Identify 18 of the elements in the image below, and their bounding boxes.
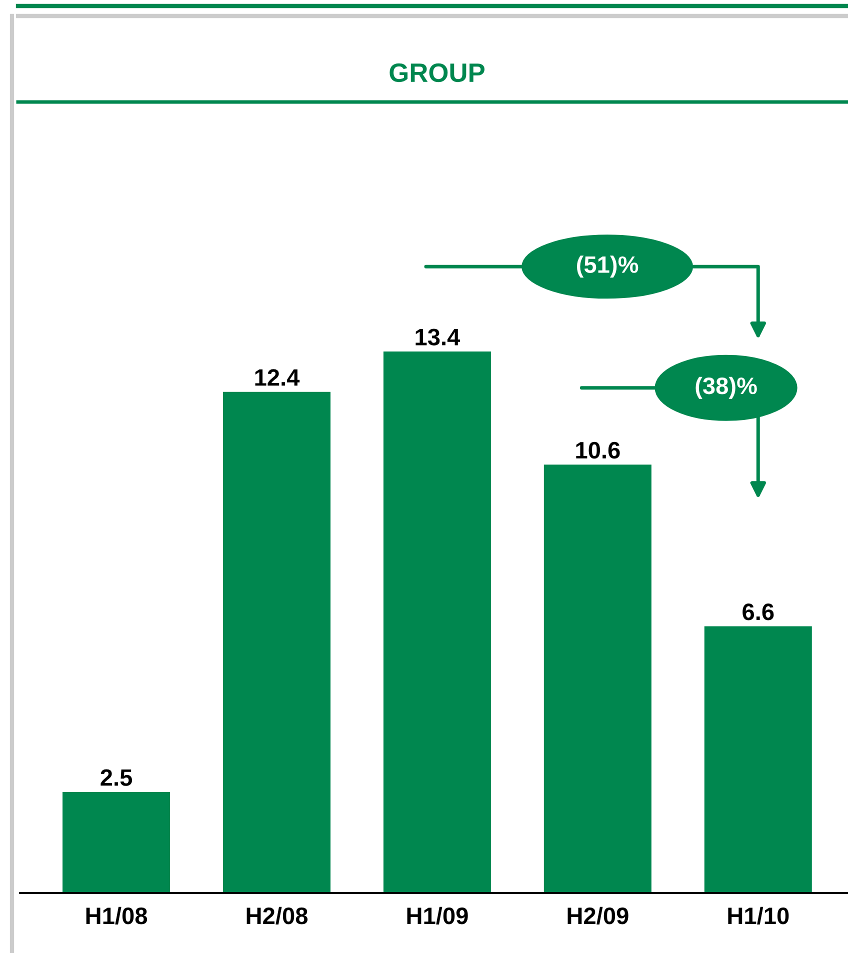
annotation: (38)% [696,376,757,399]
bar [544,464,652,893]
bar [383,352,491,893]
data-label: 6.6 [742,604,774,620]
x-tick-label: H2/08 [246,906,308,924]
x-tick-label: H1/08 [86,906,148,924]
annotation: (51)% [576,256,638,278]
x-tick-label: H1/10 [728,906,789,924]
bar [62,792,170,893]
data-label: 10.6 [576,442,620,459]
x-tick-label: H1/09 [407,906,468,924]
bar [222,392,330,893]
data-label: 12.4 [255,369,300,386]
data-label: 2.5 [100,769,132,786]
chart-title: GROUP [390,63,484,82]
x-tick-label: H2/09 [568,906,628,924]
data-label: 13.4 [416,328,460,346]
bar [704,626,812,893]
